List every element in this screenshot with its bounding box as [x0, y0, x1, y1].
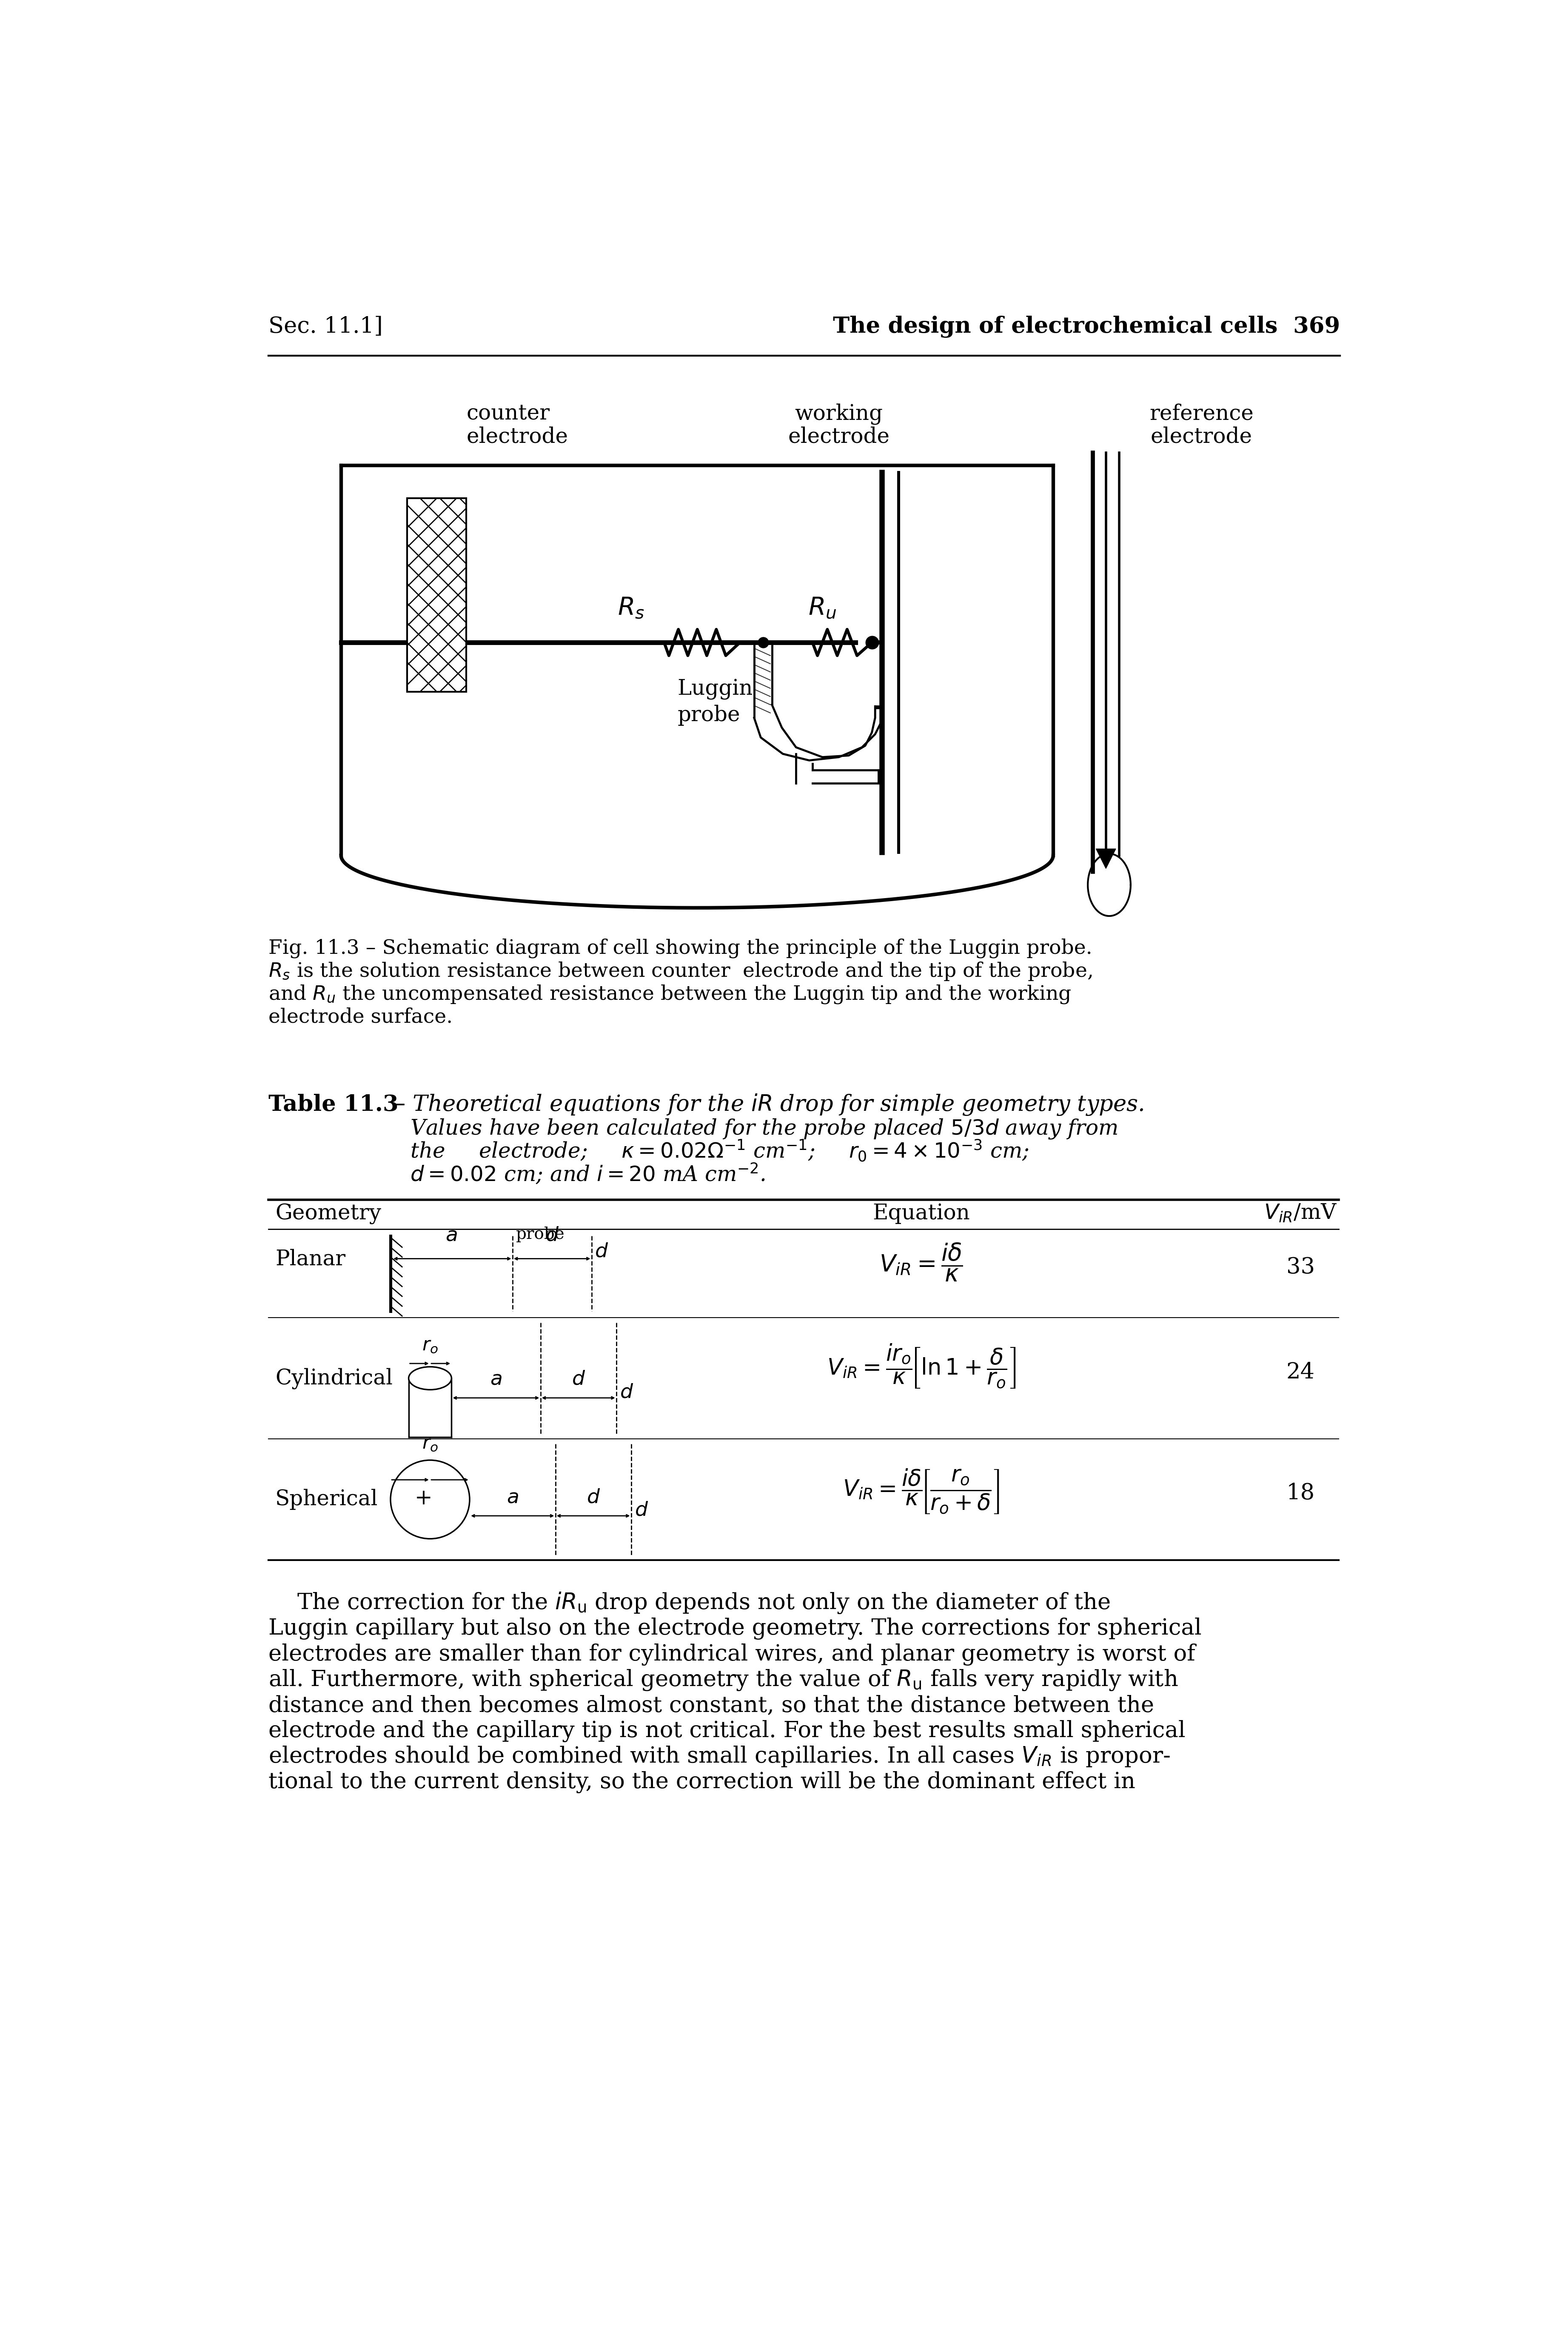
Text: – Theoretical equations for the $iR$ drop for simple geometry types.: – Theoretical equations for the $iR$ dro… — [387, 1093, 1145, 1117]
Text: electrode: electrode — [466, 426, 568, 447]
Text: $V_{iR} = \dfrac{i\delta}{\kappa}$: $V_{iR} = \dfrac{i\delta}{\kappa}$ — [880, 1241, 963, 1284]
Text: $r_o$: $r_o$ — [422, 1335, 437, 1354]
Text: the     electrode;     $\kappa = 0.02\Omega^{-1}$ cm$^{-1}$;     $r_0 = 4 \times: the electrode; $\kappa = 0.02\Omega^{-1}… — [411, 1138, 1029, 1164]
Text: $R_s$ is the solution resistance between counter  electrode and the tip of the p: $R_s$ is the solution resistance between… — [268, 962, 1093, 983]
Text: electrodes should be combined with small capillaries. In all cases $V_{iR}$ is p: electrodes should be combined with small… — [268, 1744, 1170, 1768]
Text: Geometry: Geometry — [274, 1204, 381, 1225]
Text: $d$: $d$ — [572, 1371, 585, 1389]
Text: Luggin capillary but also on the electrode geometry. The corrections for spheric: Luggin capillary but also on the electro… — [268, 1617, 1201, 1641]
Text: working: working — [795, 404, 883, 426]
Bar — [408, 498, 466, 691]
Text: $d$: $d$ — [594, 1241, 608, 1260]
Text: electrode surface.: electrode surface. — [268, 1009, 453, 1027]
Text: $r_o$: $r_o$ — [422, 1434, 437, 1453]
Circle shape — [390, 1460, 470, 1540]
Text: 18: 18 — [1286, 1483, 1314, 1505]
Text: Fig. 11.3 – Schematic diagram of cell showing the principle of the Luggin probe.: Fig. 11.3 – Schematic diagram of cell sh… — [268, 938, 1093, 959]
Text: $V_{iR}$/mV: $V_{iR}$/mV — [1264, 1204, 1338, 1225]
Text: $d$: $d$ — [586, 1488, 601, 1507]
Text: The design of electrochemical cells  369: The design of electrochemical cells 369 — [833, 315, 1341, 339]
Polygon shape — [1096, 849, 1116, 868]
Text: Values have been calculated for the probe placed $5/3d$ away from: Values have been calculated for the prob… — [411, 1117, 1118, 1140]
Text: Spherical: Spherical — [274, 1488, 378, 1509]
Text: $V_{iR} = \dfrac{i\delta}{\kappa}\!\left[\dfrac{r_o}{r_o + \delta}\right]$: $V_{iR} = \dfrac{i\delta}{\kappa}\!\left… — [844, 1467, 1000, 1516]
Text: counter: counter — [466, 404, 550, 426]
Text: Table 11.3: Table 11.3 — [268, 1093, 398, 1117]
Text: 24: 24 — [1286, 1361, 1314, 1382]
Text: $a$: $a$ — [506, 1488, 519, 1507]
Text: The correction for the $iR_\mathrm{u}$ drop depends not only on the diameter of : The correction for the $iR_\mathrm{u}$ d… — [268, 1592, 1110, 1615]
Text: Luggin
probe: Luggin probe — [677, 679, 753, 726]
Text: Cylindrical: Cylindrical — [274, 1368, 392, 1389]
Text: distance and then becomes almost constant, so that the distance between the: distance and then becomes almost constan… — [268, 1695, 1154, 1716]
Text: Equation: Equation — [873, 1204, 971, 1225]
Text: all. Furthermore, with spherical geometry the value of $R_\mathrm{u}$ falls very: all. Furthermore, with spherical geometr… — [268, 1667, 1178, 1693]
Text: $d$: $d$ — [619, 1382, 633, 1401]
Text: probe: probe — [516, 1227, 564, 1241]
Text: $d$: $d$ — [635, 1500, 648, 1521]
Text: electrode: electrode — [789, 426, 889, 447]
Text: electrodes are smaller than for cylindrical wires, and planar geometry is worst : electrodes are smaller than for cylindri… — [268, 1643, 1195, 1665]
Ellipse shape — [409, 1366, 452, 1389]
Text: Planar: Planar — [274, 1248, 345, 1270]
Text: and $R_u$ the uncompensated resistance between the Luggin tip and the working: and $R_u$ the uncompensated resistance b… — [268, 983, 1071, 1004]
Text: electrode: electrode — [1151, 426, 1253, 447]
Text: $R_s$: $R_s$ — [618, 595, 644, 621]
Text: $V_{iR} = \dfrac{ir_o}{\kappa}\!\left[\ln 1 + \dfrac{\delta}{r_o}\right]$: $V_{iR} = \dfrac{ir_o}{\kappa}\!\left[\l… — [826, 1342, 1016, 1389]
Text: $a$: $a$ — [491, 1371, 502, 1389]
Text: tional to the current density, so the correction will be the dominant effect in: tional to the current density, so the co… — [268, 1770, 1135, 1794]
Text: +: + — [414, 1488, 433, 1509]
Text: 33: 33 — [1286, 1255, 1314, 1279]
Text: Sec. 11.1]: Sec. 11.1] — [268, 315, 383, 339]
Text: $a$: $a$ — [445, 1225, 458, 1246]
Text: $R_u$: $R_u$ — [808, 595, 837, 621]
Text: $d = 0.02$ cm; and $i = 20$ mA cm$^{-2}$.: $d = 0.02$ cm; and $i = 20$ mA cm$^{-2}$… — [411, 1161, 765, 1187]
Text: reference: reference — [1149, 404, 1253, 426]
Text: $d$: $d$ — [546, 1225, 558, 1246]
Text: electrode and the capillary tip is not critical. For the best results small sphe: electrode and the capillary tip is not c… — [268, 1721, 1185, 1742]
